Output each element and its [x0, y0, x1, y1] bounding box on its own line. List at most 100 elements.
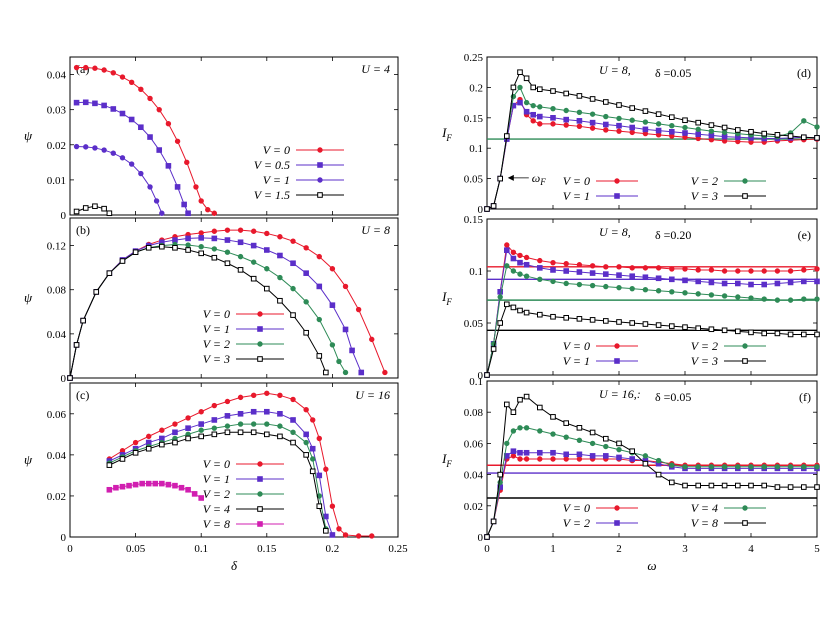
data-point [92, 65, 98, 71]
data-point [517, 456, 523, 462]
data-point [787, 133, 794, 139]
data-point [616, 319, 622, 325]
data-point [603, 283, 609, 290]
data-point [147, 95, 153, 102]
data-point [497, 175, 503, 182]
data-point [336, 358, 342, 365]
data-point [682, 324, 688, 330]
data-point [128, 79, 135, 85]
data-point [655, 288, 662, 294]
data-point [224, 237, 231, 243]
data-point [629, 129, 635, 136]
legend-swatch-marker [742, 358, 748, 364]
data-point [801, 484, 807, 490]
legend-swatch-marker [742, 520, 748, 526]
data-point [198, 495, 204, 501]
data-point [153, 198, 160, 204]
data-point [504, 401, 510, 408]
data-point [589, 429, 596, 436]
data-point [101, 67, 107, 73]
data-point [237, 227, 244, 233]
data-point [369, 336, 375, 343]
data-point [369, 533, 375, 539]
data-point [264, 266, 270, 272]
data-point [211, 402, 218, 409]
data-point [504, 263, 510, 269]
data-point [113, 484, 119, 491]
plot-frame [69, 382, 399, 538]
data-point [735, 127, 741, 133]
data-point [185, 242, 191, 248]
data-point [110, 70, 116, 76]
data-point [165, 163, 172, 169]
data-point [550, 313, 556, 320]
data-point [310, 417, 316, 423]
data-point [172, 439, 178, 446]
data-point [510, 249, 517, 255]
data-point [101, 102, 107, 109]
data-point [83, 64, 89, 71]
y-tick-label: 0 [478, 532, 484, 544]
data-point [576, 456, 583, 462]
y-tick-label: 0.05 [464, 318, 484, 330]
data-point [523, 425, 530, 431]
data-point [329, 266, 336, 272]
data-point [550, 456, 556, 462]
data-point [576, 109, 583, 116]
data-point [126, 482, 132, 489]
data-point [550, 259, 556, 266]
data-point [172, 421, 178, 427]
data-point [497, 320, 503, 326]
data-point [708, 482, 715, 489]
data-point [629, 285, 635, 292]
data-point [237, 267, 244, 273]
data-point [629, 105, 636, 111]
data-point [550, 431, 556, 437]
data-point [484, 534, 490, 540]
data-point [603, 435, 609, 442]
data-point [517, 69, 523, 76]
data-point [82, 99, 89, 106]
data-point [801, 296, 807, 302]
data-point [550, 414, 556, 420]
series-line [486, 248, 817, 376]
data-point [224, 429, 231, 436]
data-point [181, 201, 187, 208]
legend-swatch-marker [317, 147, 323, 153]
annotation-main: ω [532, 171, 540, 185]
plot-frame [486, 56, 818, 210]
data-point [655, 322, 662, 328]
data-point [537, 311, 543, 318]
data-point [721, 129, 728, 136]
data-point [814, 331, 820, 338]
data-point [264, 408, 270, 415]
omega-f-annotation: ωF [532, 171, 546, 187]
data-point [517, 271, 523, 277]
annotation-sub: F [539, 177, 546, 187]
data-point [642, 126, 649, 133]
data-point [523, 261, 530, 268]
data-point [316, 316, 322, 323]
legend-swatch-marker [257, 311, 263, 317]
data-point [316, 472, 323, 479]
data-point [174, 138, 181, 144]
legend-label: V = 0 [203, 457, 230, 471]
data-point [748, 268, 754, 274]
data-point [185, 415, 191, 421]
data-point [563, 107, 569, 114]
data-point [537, 456, 543, 462]
data-point [185, 210, 191, 217]
data-point [264, 390, 270, 396]
data-point [250, 408, 257, 415]
data-point [603, 453, 609, 459]
data-point [310, 456, 316, 462]
legend-swatch-marker [742, 505, 748, 511]
data-point [589, 270, 596, 276]
data-point [735, 268, 741, 274]
data-point [695, 325, 702, 331]
data-point [250, 421, 257, 427]
data-point [669, 479, 675, 486]
data-point [237, 394, 244, 401]
data-point [576, 281, 583, 288]
data-point [642, 265, 649, 271]
